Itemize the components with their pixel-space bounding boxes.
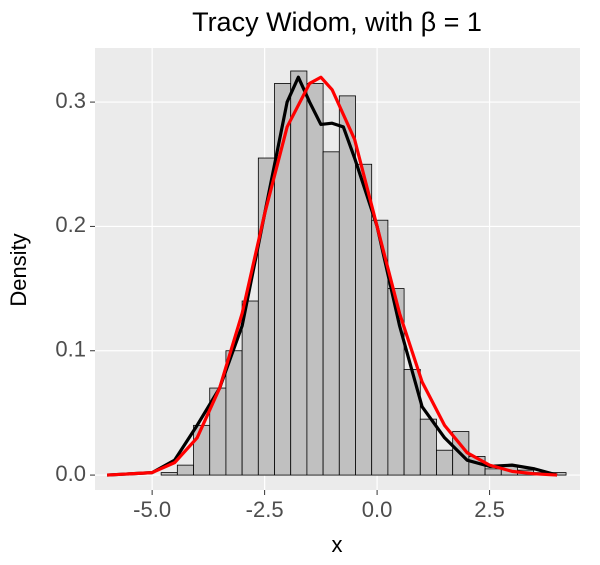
bar <box>355 163 373 476</box>
bar <box>436 449 454 476</box>
x-axis-label: x <box>332 532 343 557</box>
bar <box>419 418 437 476</box>
x-tick-label: -2.5 <box>246 497 284 522</box>
density-line <box>107 75 558 477</box>
bar <box>225 350 243 476</box>
y-tick-label: 0.2 <box>55 212 86 237</box>
bar <box>290 70 308 476</box>
x-tick-label: -5.0 <box>133 497 171 522</box>
y-tick-label: 0.3 <box>55 88 86 113</box>
x-tick-label: 2.5 <box>474 497 505 522</box>
x-tick-label: 0.0 <box>362 497 393 522</box>
bar <box>241 300 259 476</box>
bar <box>306 83 324 476</box>
y-tick-label: 0.1 <box>55 337 86 362</box>
bar <box>193 424 211 476</box>
y-tick-label: 0.0 <box>55 461 86 486</box>
bar <box>484 468 502 476</box>
y-axis-label: Density <box>6 233 31 306</box>
bar <box>160 472 178 476</box>
bar <box>176 464 194 476</box>
chart-title: Tracy Widom, with β = 1 <box>192 7 482 37</box>
density-line <box>107 75 558 477</box>
bar <box>403 368 421 476</box>
bar <box>322 151 340 476</box>
